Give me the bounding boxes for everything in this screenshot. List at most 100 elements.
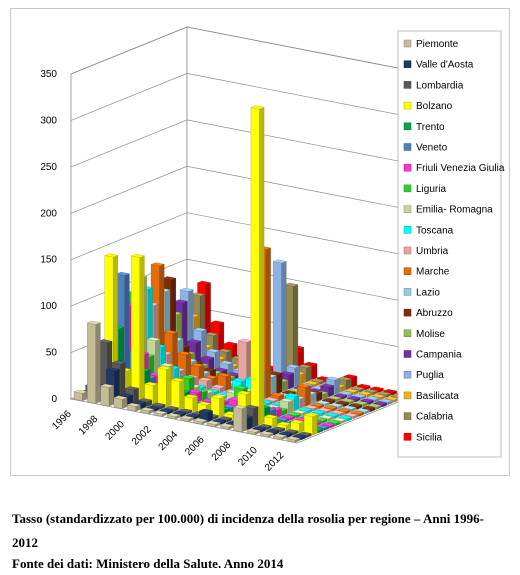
- bar-side: [219, 396, 225, 418]
- bar: [100, 383, 115, 407]
- x-tick-label: 2000: [103, 419, 127, 443]
- gridline: [70, 119, 414, 168]
- bar: [183, 394, 199, 413]
- legend-swatch: [403, 412, 412, 420]
- bar-top: [124, 386, 140, 391]
- y-tick-label: 100: [40, 301, 57, 312]
- bar-top: [163, 330, 179, 334]
- legend-label: Valle d'Aosta: [416, 60, 474, 71]
- bar-top: [298, 407, 313, 412]
- legend-swatch: [403, 205, 412, 213]
- bar-top: [349, 410, 365, 415]
- bar-top: [178, 408, 193, 413]
- bar-top: [217, 348, 232, 353]
- legend-label: Puglia: [416, 370, 444, 381]
- bar: [86, 320, 101, 404]
- bar: [193, 418, 208, 425]
- bar-side: [281, 261, 287, 385]
- bar-side: [95, 322, 101, 404]
- legend-label: Lazio: [416, 287, 440, 298]
- legend-swatch: [403, 81, 412, 89]
- bar-top: [343, 374, 358, 379]
- bar-top: [172, 410, 187, 415]
- bar: [284, 282, 299, 380]
- legend-label: Toscana: [416, 225, 454, 236]
- bar-top: [138, 398, 153, 403]
- bar-top: [323, 405, 338, 410]
- bar-top: [315, 424, 330, 429]
- bar-top: [115, 271, 130, 276]
- bar-top: [378, 398, 394, 403]
- bar-top: [259, 431, 274, 436]
- bar-top: [223, 341, 238, 346]
- bar-top: [187, 389, 203, 394]
- y-tick-label: 50: [46, 348, 58, 359]
- bar-side: [225, 374, 231, 391]
- legend-swatch: [403, 350, 412, 358]
- bar-top: [126, 402, 141, 407]
- bar-top: [198, 408, 214, 413]
- legend-swatch: [403, 39, 412, 48]
- bar-top: [119, 393, 134, 398]
- bar-top: [211, 384, 226, 389]
- bar-top: [193, 418, 208, 423]
- bar-side: [241, 406, 247, 433]
- bar-top: [303, 412, 318, 417]
- bar-side: [312, 363, 318, 380]
- bar-side: [152, 383, 158, 405]
- legend-label: Friuli Venezia Giulia: [416, 163, 505, 174]
- legend-box: [397, 30, 502, 458]
- bar-front: [233, 406, 243, 433]
- bar: [250, 105, 265, 426]
- bar-top: [310, 378, 326, 383]
- bar-front: [170, 379, 180, 410]
- bar-top: [336, 407, 351, 412]
- bar-top: [338, 415, 353, 420]
- bar-side: [277, 372, 283, 394]
- bar-side: [265, 247, 271, 399]
- bar-top: [311, 410, 326, 414]
- bar-top: [196, 280, 212, 285]
- bar-top: [206, 348, 221, 353]
- bar-top: [265, 428, 280, 433]
- bar-top: [296, 383, 312, 388]
- legend-label: Umbria: [416, 246, 449, 257]
- bar-top: [272, 259, 287, 264]
- bar-top: [303, 361, 318, 366]
- bar: [303, 412, 318, 436]
- chart-bars: [73, 105, 411, 443]
- legend-swatch: [403, 60, 412, 68]
- bar-side: [179, 379, 185, 410]
- bar-top: [330, 410, 346, 415]
- bar-top: [183, 394, 199, 399]
- legend: Piemonte Valle d'Aosta Lombardia Bolzano Tre…: [397, 30, 505, 458]
- legend-label: Lombardia: [416, 80, 464, 91]
- legend-label: Sicilia: [416, 432, 443, 443]
- bar: [139, 407, 155, 415]
- bar-top: [219, 360, 234, 365]
- bar-front: [87, 322, 96, 404]
- bar-top: [201, 367, 217, 372]
- bar-top: [210, 320, 225, 325]
- bar-top: [100, 383, 115, 388]
- bar: [153, 410, 168, 417]
- bar-front: [157, 367, 167, 407]
- legend-swatch: [403, 246, 412, 255]
- bar-top: [373, 401, 388, 405]
- bar-top: [334, 400, 350, 405]
- x-tick-label: 2010: [236, 445, 260, 469]
- bar-top: [257, 423, 273, 428]
- bar-top: [237, 390, 252, 395]
- bar-top: [268, 371, 283, 376]
- legend-swatch: [403, 184, 412, 193]
- bar-top: [104, 253, 119, 258]
- bar-top: [177, 351, 192, 356]
- legend-swatch: [403, 288, 412, 296]
- bar-top: [344, 412, 359, 417]
- legend-swatch: [403, 370, 412, 379]
- gridline: [70, 212, 414, 261]
- legend-swatch: [403, 267, 412, 275]
- bar-top: [281, 414, 296, 419]
- bar-top: [285, 393, 300, 398]
- x-tick-label: 2008: [210, 439, 234, 463]
